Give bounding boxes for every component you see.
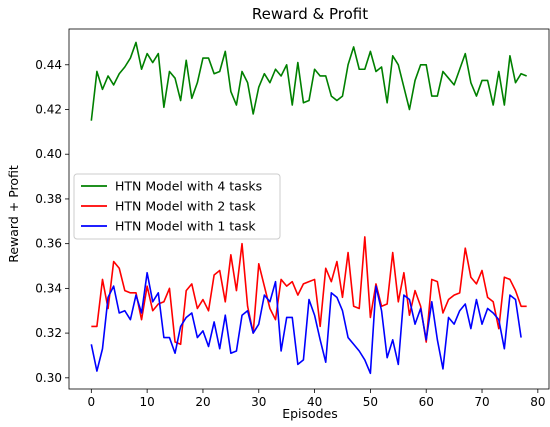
x-tick-label: 50 — [363, 395, 378, 409]
series-line-3 — [90, 271, 522, 375]
x-tick-label: 80 — [530, 395, 545, 409]
legend: HTN Model with 4 tasks HTN Model with 2 t… — [73, 173, 281, 240]
y-tick-label: 0.40 — [35, 147, 62, 161]
chart-title: Reward & Profit — [252, 5, 368, 23]
x-tick-label: 40 — [307, 395, 322, 409]
series-layer — [90, 41, 527, 375]
y-axis-title: Reward + Profit — [6, 165, 21, 263]
series-line-2 — [91, 236, 527, 346]
ticks-layer: 0 10 20 30 40 50 60 70 80 0.30 0.32 0.34 0.36 0.38 0.4… — [35, 58, 545, 409]
y-tick-label: 0.44 — [35, 58, 62, 72]
y-tick-label: 0.32 — [35, 326, 62, 340]
y-tick-label: 0.34 — [35, 281, 62, 295]
y-tick-label: 0.38 — [35, 192, 62, 206]
x-tick-label: 60 — [419, 395, 434, 409]
series-line-1 — [90, 41, 527, 121]
y-tick-label: 0.30 — [35, 371, 62, 385]
legend-label: HTN Model with 2 task — [115, 199, 256, 214]
legend-label: HTN Model with 1 task — [115, 219, 256, 234]
x-axis-title: Episodes — [282, 406, 338, 421]
x-tick-label: 30 — [251, 395, 266, 409]
y-tick-label: 0.36 — [35, 237, 62, 251]
x-tick-label: 10 — [139, 395, 154, 409]
x-tick-label: 20 — [195, 395, 210, 409]
plot-area-frame — [68, 28, 550, 390]
x-tick-label: 0 — [88, 395, 96, 409]
legend-box — [73, 173, 281, 240]
y-tick-label: 0.42 — [35, 102, 62, 116]
legend-label: HTN Model with 4 tasks — [115, 179, 262, 194]
x-tick-label: 70 — [474, 395, 489, 409]
